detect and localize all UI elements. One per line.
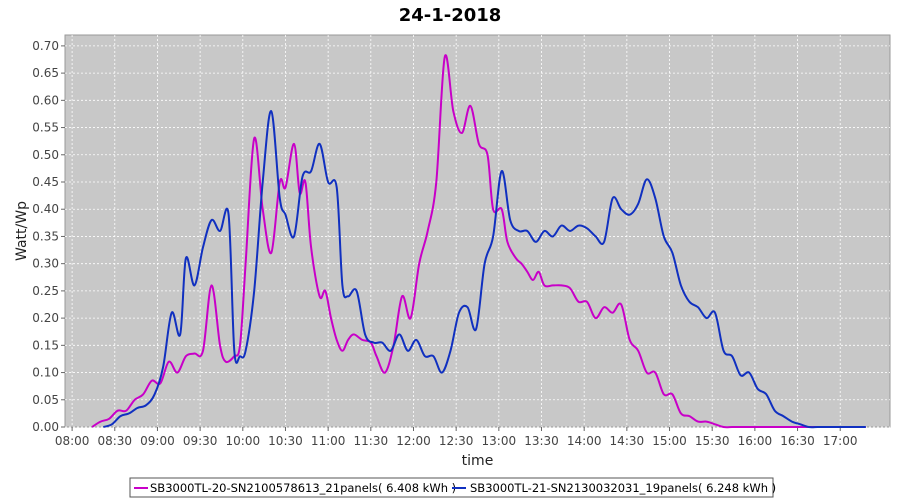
x-tick-label: 16:30	[780, 434, 815, 448]
chart-title: 24-1-2018	[399, 5, 502, 26]
x-tick-label: 11:30	[354, 434, 389, 448]
y-tick-label: 0.55	[32, 121, 59, 135]
series-line-2	[103, 110, 866, 429]
y-tick-label: 0.45	[32, 175, 59, 189]
x-tick-label: 14:00	[567, 434, 602, 448]
x-tick-label: 13:00	[482, 434, 517, 448]
plot-area	[64, 34, 891, 428]
y-tick-label: 0.15	[32, 338, 59, 352]
x-tick-label: 10:30	[268, 434, 303, 448]
y-tick-label: 0.35	[32, 229, 59, 243]
y-tick-label: 0.10	[32, 366, 59, 380]
x-tick-label: 12:00	[396, 434, 431, 448]
x-tick-label: 08:30	[97, 434, 132, 448]
x-tick-label: 15:30	[695, 434, 730, 448]
y-tick-label: 0.30	[32, 257, 59, 271]
x-tick-label: 10:00	[226, 434, 261, 448]
x-tick-label: 12:30	[439, 434, 474, 448]
y-axis: 0.00 0.05 0.10 0.15 0.20 0.25 0.30 0.35 0.40 0.45…	[32, 39, 65, 434]
series-line-1	[91, 54, 866, 429]
x-tick-label: 17:00	[823, 434, 858, 448]
legend-label-series-1: SB3000TL-20-SN2100578613_21panels( 6.408…	[150, 481, 456, 495]
x-axis-title: time	[462, 453, 494, 469]
x-tick-label: 11:00	[311, 434, 346, 448]
x-tick-label: 09:00	[140, 434, 175, 448]
y-tick-label: 0.00	[32, 420, 59, 434]
y-tick-label: 0.25	[32, 284, 59, 298]
x-tick-label: 15:00	[652, 434, 687, 448]
series-layer	[91, 54, 866, 429]
x-axis: 08:00 08:30 09:00 09:30 10:00 10:30 11:00 11:30…	[55, 427, 858, 448]
y-tick-label: 0.50	[32, 148, 59, 162]
y-axis-title: Watt/Wp	[14, 201, 30, 261]
legend: SB3000TL-20-SN2100578613_21panels( 6.408…	[129, 477, 776, 498]
x-tick-label: 14:30	[610, 434, 645, 448]
grid-lines	[65, 35, 890, 428]
legend-label-series-2: SB3000TL-21-SN2130032031_19panels( 6.248…	[470, 481, 776, 495]
y-tick-label: 0.20	[32, 311, 59, 325]
y-tick-label: 0.65	[32, 66, 59, 80]
legend-box	[129, 477, 774, 498]
x-tick-label: 08:00	[55, 434, 90, 448]
y-tick-label: 0.05	[32, 393, 59, 407]
x-tick-label: 09:30	[183, 434, 218, 448]
x-tick-label: 16:00	[738, 434, 773, 448]
y-tick-label: 0.40	[32, 202, 59, 216]
y-tick-label: 0.60	[32, 93, 59, 107]
y-tick-label: 0.70	[32, 39, 59, 53]
x-tick-label: 13:30	[524, 434, 559, 448]
